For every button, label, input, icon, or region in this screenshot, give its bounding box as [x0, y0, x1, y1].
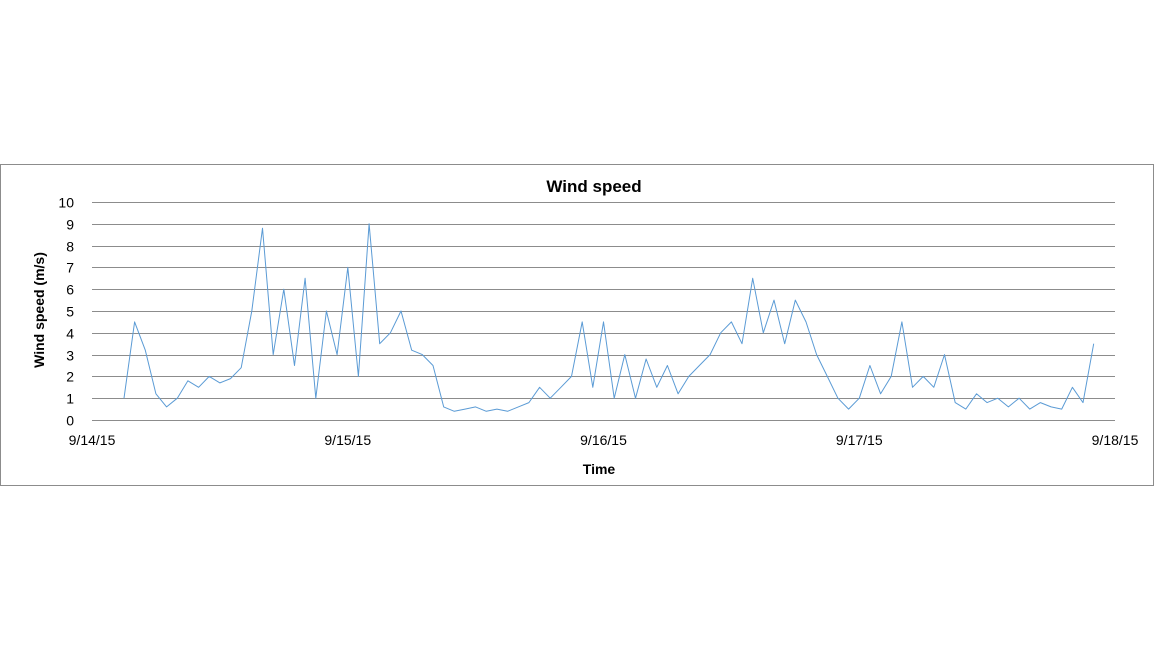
- y-tick-label: 7: [66, 260, 74, 276]
- x-tick-label: 9/16/15: [580, 432, 627, 448]
- y-tick-label: 5: [66, 304, 74, 320]
- y-tick-label: 9: [66, 217, 74, 233]
- y-tick-label: 2: [66, 369, 74, 385]
- wind-speed-series-line: [123, 223, 1095, 412]
- x-tick-label: 9/18/15: [1092, 432, 1139, 448]
- x-tick-label: 9/15/15: [324, 432, 371, 448]
- x-tick-label: 9/14/15: [69, 432, 116, 448]
- y-tick-label: 8: [66, 239, 74, 255]
- chart-area: 0 1 2 3 4 5 6 7 8 9 10 9/14/15 9/15/15 9/16/15 9/17/1…: [0, 164, 1154, 486]
- line-chart: 0 1 2 3 4 5 6 7 8 9 10 9/14/15 9/15/15 9/16/15 9/17/1…: [31, 177, 1139, 477]
- y-tick-label: 3: [66, 348, 74, 364]
- chart-title: Wind speed: [546, 177, 641, 196]
- x-axis-title: Time: [583, 461, 616, 477]
- y-tick-label: 0: [66, 413, 74, 429]
- y-tick-label: 1: [66, 391, 74, 407]
- x-tick-label: 9/17/15: [836, 432, 883, 448]
- y-axis-title: Wind speed (m/s): [31, 252, 47, 368]
- y-tick-label: 10: [58, 195, 74, 211]
- y-tick-label: 6: [66, 282, 74, 298]
- y-tick-label: 4: [66, 326, 74, 342]
